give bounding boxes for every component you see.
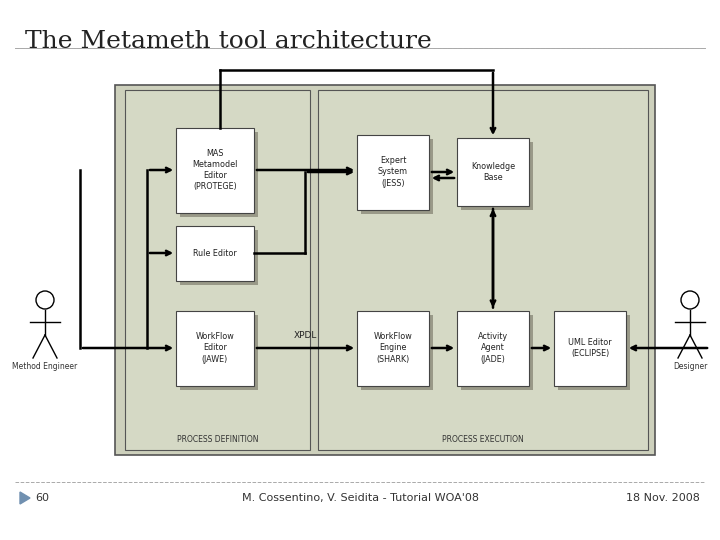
- Bar: [554, 310, 626, 386]
- Bar: [176, 310, 254, 386]
- Text: XPDL: XPDL: [294, 331, 318, 340]
- Bar: [176, 127, 254, 213]
- Polygon shape: [20, 492, 30, 504]
- Text: The Metameth tool architecture: The Metameth tool architecture: [25, 30, 432, 53]
- Bar: [461, 314, 533, 389]
- Text: Rule Editor: Rule Editor: [193, 248, 237, 258]
- Text: UML Editor
(ECLIPSE): UML Editor (ECLIPSE): [568, 338, 612, 358]
- Bar: [115, 85, 655, 455]
- Bar: [180, 230, 258, 285]
- Bar: [180, 132, 258, 217]
- Text: Activity
Agent
(JADE): Activity Agent (JADE): [478, 333, 508, 363]
- Text: Method Engineer: Method Engineer: [12, 362, 78, 371]
- Text: PROCESS EXECUTION: PROCESS EXECUTION: [442, 435, 524, 444]
- Text: WorkFlow
Editor
(JAWE): WorkFlow Editor (JAWE): [196, 333, 235, 363]
- Text: WorkFlow
Engine
(SHARK): WorkFlow Engine (SHARK): [374, 333, 413, 363]
- Bar: [176, 226, 254, 280]
- Bar: [461, 142, 533, 210]
- Text: 60: 60: [35, 493, 49, 503]
- Text: PROCESS DEFINITION: PROCESS DEFINITION: [176, 435, 258, 444]
- Bar: [180, 314, 258, 389]
- Bar: [125, 90, 310, 450]
- Bar: [361, 138, 433, 213]
- Text: M. Cossentino, V. Seidita - Tutorial WOA'08: M. Cossentino, V. Seidita - Tutorial WOA…: [241, 493, 479, 503]
- Text: Knowledge
Base: Knowledge Base: [471, 162, 515, 182]
- Bar: [318, 90, 648, 450]
- Text: MAS
Metamodel
Editor
(PROTEGE): MAS Metamodel Editor (PROTEGE): [192, 149, 238, 191]
- Text: 18 Nov. 2008: 18 Nov. 2008: [626, 493, 700, 503]
- Bar: [457, 138, 529, 206]
- Bar: [457, 310, 529, 386]
- Text: Expert
System
(JESS): Expert System (JESS): [378, 157, 408, 187]
- Bar: [558, 314, 630, 389]
- Bar: [357, 134, 429, 210]
- Bar: [357, 310, 429, 386]
- Bar: [361, 314, 433, 389]
- Text: Designer: Designer: [672, 362, 707, 371]
